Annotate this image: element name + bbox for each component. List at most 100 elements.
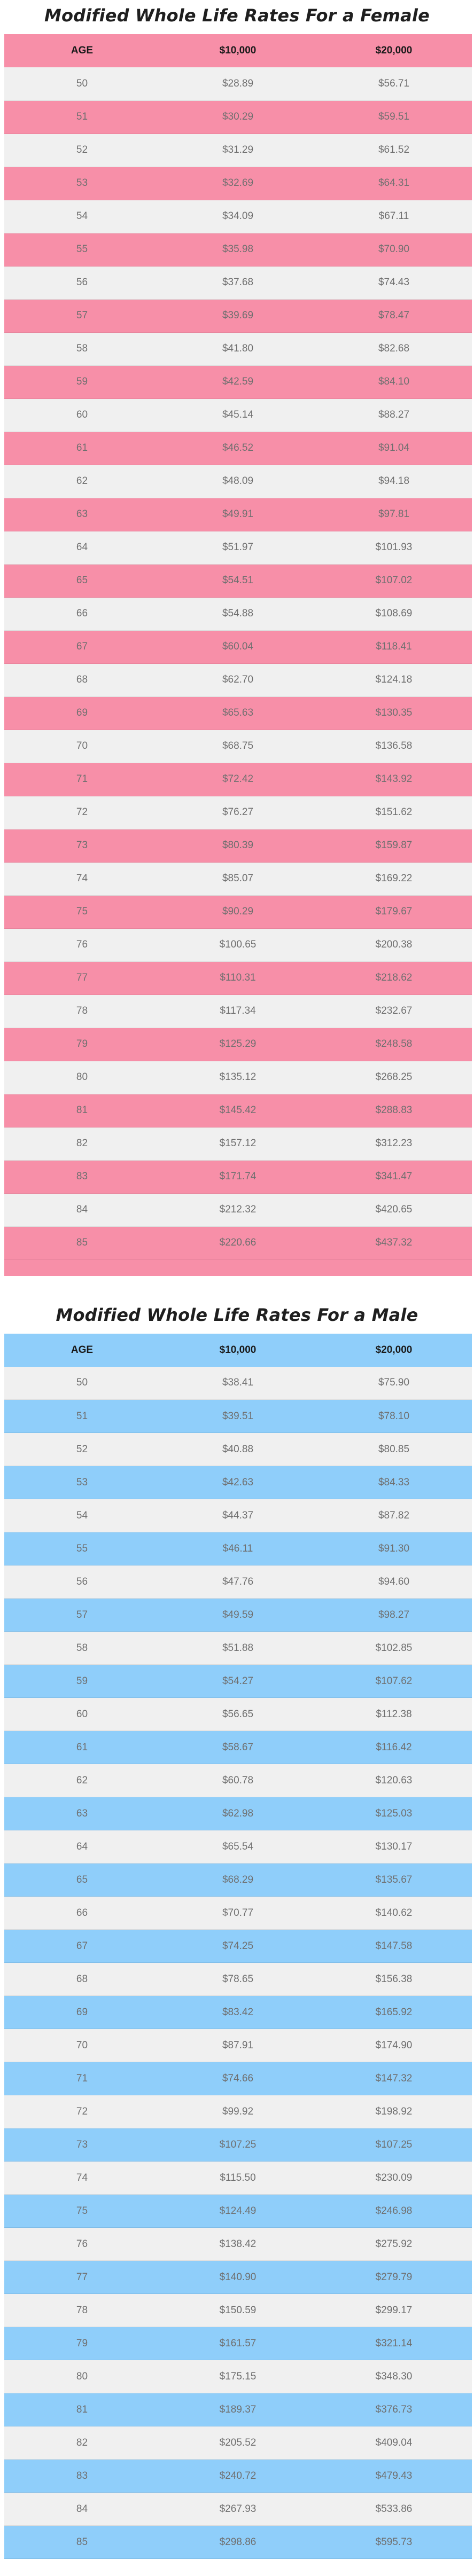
rate-20000-cell: $232.67 (316, 995, 472, 1028)
table-row: 79 $125.29 $248.58 (4, 1028, 472, 1061)
rate-20000-cell: $130.35 (316, 696, 472, 730)
rate-10000-cell: $49.91 (160, 498, 316, 531)
table-row: 74 $115.50 $230.09 (4, 2161, 472, 2195)
rate-20000-cell: $156.38 (316, 1962, 472, 1996)
table-row: 59 $42.59 $84.10 (4, 365, 472, 399)
rate-10000-cell: $35.98 (160, 233, 316, 267)
rate-20000-cell: $59.51 (316, 100, 472, 134)
table-row: 82 $157.12 $312.23 (4, 1127, 472, 1161)
table-row: 72 $76.27 $151.62 (4, 796, 472, 829)
table-row: 82 $205.52 $409.04 (4, 2426, 472, 2460)
age-cell: 67 (4, 630, 160, 664)
age-cell: 52 (4, 1432, 160, 1466)
rate-20000-cell: $279.79 (316, 2260, 472, 2294)
age-cell: 56 (4, 1565, 160, 1599)
rate-10000-cell: $34.09 (160, 200, 316, 233)
age-cell: 85 (4, 2525, 160, 2559)
rate-10000-cell: $212.32 (160, 1193, 316, 1227)
rate-20000-cell: $151.62 (316, 796, 472, 829)
table-row: 56 $47.76 $94.60 (4, 1565, 472, 1599)
rate-20000-cell: $200.38 (316, 928, 472, 962)
rate-20000-cell: $174.90 (316, 2029, 472, 2062)
rate-20000-cell: $595.73 (316, 2525, 472, 2559)
rate-10000-cell: $58.67 (160, 1731, 316, 1764)
age-cell: 54 (4, 1499, 160, 1532)
table-row: 65 $68.29 $135.67 (4, 1863, 472, 1897)
rate-10000-cell: $37.68 (160, 266, 316, 300)
rate-20000-cell: $135.67 (316, 1863, 472, 1897)
rate-10000-cell: $161.57 (160, 2327, 316, 2360)
table-row: 85 $298.86 $595.73 (4, 2525, 472, 2559)
rate-10000-cell: $125.29 (160, 1028, 316, 1061)
table-row: 71 $72.42 $143.92 (4, 763, 472, 796)
rate-10000-cell: $54.88 (160, 597, 316, 631)
age-cell: 53 (4, 1466, 160, 1499)
rate-20000-cell: $107.02 (316, 564, 472, 598)
age-cell: 77 (4, 2260, 160, 2294)
table-row: 67 $60.04 $118.41 (4, 630, 472, 664)
rate-10000-cell: $39.51 (160, 1399, 316, 1433)
rate-10000-cell: $135.12 (160, 1061, 316, 1094)
rate-20000-cell: $94.18 (316, 465, 472, 498)
table-row: 62 $48.09 $94.18 (4, 465, 472, 498)
table-row: 60 $45.14 $88.27 (4, 398, 472, 432)
rate-20000-cell: $348.30 (316, 2360, 472, 2393)
female-rates-table: AGE $10,000 $20,000 50 $28.89 $56.71 51 $30.… (4, 34, 472, 1260)
rate-10000-cell: $70.77 (160, 1896, 316, 1930)
table-row: 66 $54.88 $108.69 (4, 597, 472, 631)
rate-10000-cell: $60.04 (160, 630, 316, 664)
age-cell: 71 (4, 2062, 160, 2095)
age-cell: 81 (4, 1094, 160, 1128)
female-header-row: AGE $10,000 $20,000 (4, 34, 472, 67)
rate-10000-cell: $62.70 (160, 663, 316, 697)
table-row: 67 $74.25 $147.58 (4, 1929, 472, 1963)
rate-20000-cell: $218.62 (316, 961, 472, 995)
age-cell: 69 (4, 696, 160, 730)
rate-20000-cell: $246.98 (316, 2194, 472, 2228)
rate-10000-cell: $56.65 (160, 1697, 316, 1731)
age-cell: 51 (4, 100, 160, 134)
rate-20000-cell: $268.25 (316, 1061, 472, 1094)
rate-10000-cell: $65.54 (160, 1830, 316, 1864)
rate-10000-cell: $39.69 (160, 299, 316, 333)
age-cell: 69 (4, 1995, 160, 2029)
rate-10000-cell: $157.12 (160, 1127, 316, 1161)
table-row: 73 $80.39 $159.87 (4, 829, 472, 863)
rate-10000-cell: $48.09 (160, 465, 316, 498)
rate-10000-cell: $298.86 (160, 2525, 316, 2559)
rate-10000-cell: $60.78 (160, 1764, 316, 1797)
rate-20000-cell: $147.32 (316, 2062, 472, 2095)
table-row: 52 $31.29 $61.52 (4, 134, 472, 167)
rate-20000-cell: $102.85 (316, 1631, 472, 1665)
rate-20000-cell: $107.62 (316, 1664, 472, 1698)
table-row: 72 $99.92 $198.92 (4, 2095, 472, 2128)
age-cell: 57 (4, 299, 160, 333)
rate-20000-cell: $82.68 (316, 332, 472, 366)
rate-10000-cell: $49.59 (160, 1598, 316, 1632)
age-cell: 58 (4, 332, 160, 366)
rate-10000-cell: $87.91 (160, 2029, 316, 2062)
age-cell: 79 (4, 2327, 160, 2360)
rate-20000-cell: $376.73 (316, 2393, 472, 2426)
table-row: 59 $54.27 $107.62 (4, 1664, 472, 1698)
table-row: 64 $51.97 $101.93 (4, 531, 472, 565)
rate-10000-cell: $110.31 (160, 961, 316, 995)
table-row: 75 $124.49 $246.98 (4, 2194, 472, 2228)
rate-10000-cell: $100.65 (160, 928, 316, 962)
rate-20000-cell: $80.85 (316, 1432, 472, 1466)
rate-10000-cell: $124.49 (160, 2194, 316, 2228)
rate-20000-cell: $230.09 (316, 2161, 472, 2195)
table-row: 63 $49.91 $97.81 (4, 498, 472, 531)
male-rates-table: AGE $10,000 $20,000 50 $38.41 $75.90 51 $39.… (4, 1333, 472, 2559)
age-cell: 75 (4, 895, 160, 929)
table-row: 51 $39.51 $78.10 (4, 1399, 472, 1433)
table-row: 57 $49.59 $98.27 (4, 1598, 472, 1632)
rate-20000-cell: $118.41 (316, 630, 472, 664)
female-table-footer (4, 1259, 472, 1276)
rate-10000-cell: $54.51 (160, 564, 316, 598)
amount-10000-column-header: $10,000 (160, 1333, 316, 1367)
table-row: 75 $90.29 $179.67 (4, 895, 472, 929)
rate-20000-cell: $288.83 (316, 1094, 472, 1128)
male-table-title: Modified Whole Life Rates For a Male (56, 1304, 418, 1325)
rate-20000-cell: $299.17 (316, 2293, 472, 2327)
